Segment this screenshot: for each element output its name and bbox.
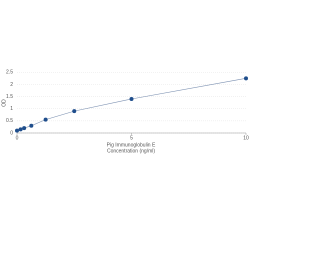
point [18, 127, 23, 132]
y-tick-label: 0 [10, 130, 13, 136]
point [43, 117, 48, 122]
chart: OD Pig Immunoglobulin E Concentration (n… [1, 70, 249, 155]
x-axis-label: Pig Immunoglobulin E [107, 142, 156, 148]
point [29, 123, 34, 128]
y-tick-label: 1 [10, 106, 13, 112]
point [22, 126, 27, 131]
x-axis-label-2: Concentration (ng/ml) [107, 148, 155, 154]
y-tick-label: 2.5 [6, 70, 13, 76]
x-tick-label: 0 [16, 135, 19, 141]
point [15, 128, 19, 133]
page: {"chart_data": {"type": "scatter", "x_la… [1, 69, 249, 155]
y-tick-label: 1.5 [6, 94, 13, 100]
y-tick-label: 2 [10, 82, 13, 88]
point [244, 76, 248, 81]
point [129, 97, 134, 101]
x-tick-label: 5 [130, 135, 133, 141]
curve [16, 78, 247, 131]
y-tick-label: 0.5 [6, 118, 13, 124]
x-tick-label: 10 [243, 135, 249, 141]
y-axis-label: OD [1, 99, 7, 107]
point [72, 109, 77, 114]
